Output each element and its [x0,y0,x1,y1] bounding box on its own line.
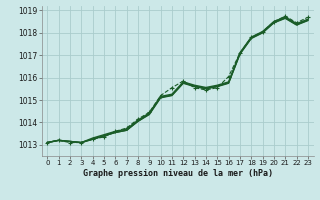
X-axis label: Graphe pression niveau de la mer (hPa): Graphe pression niveau de la mer (hPa) [83,169,273,178]
